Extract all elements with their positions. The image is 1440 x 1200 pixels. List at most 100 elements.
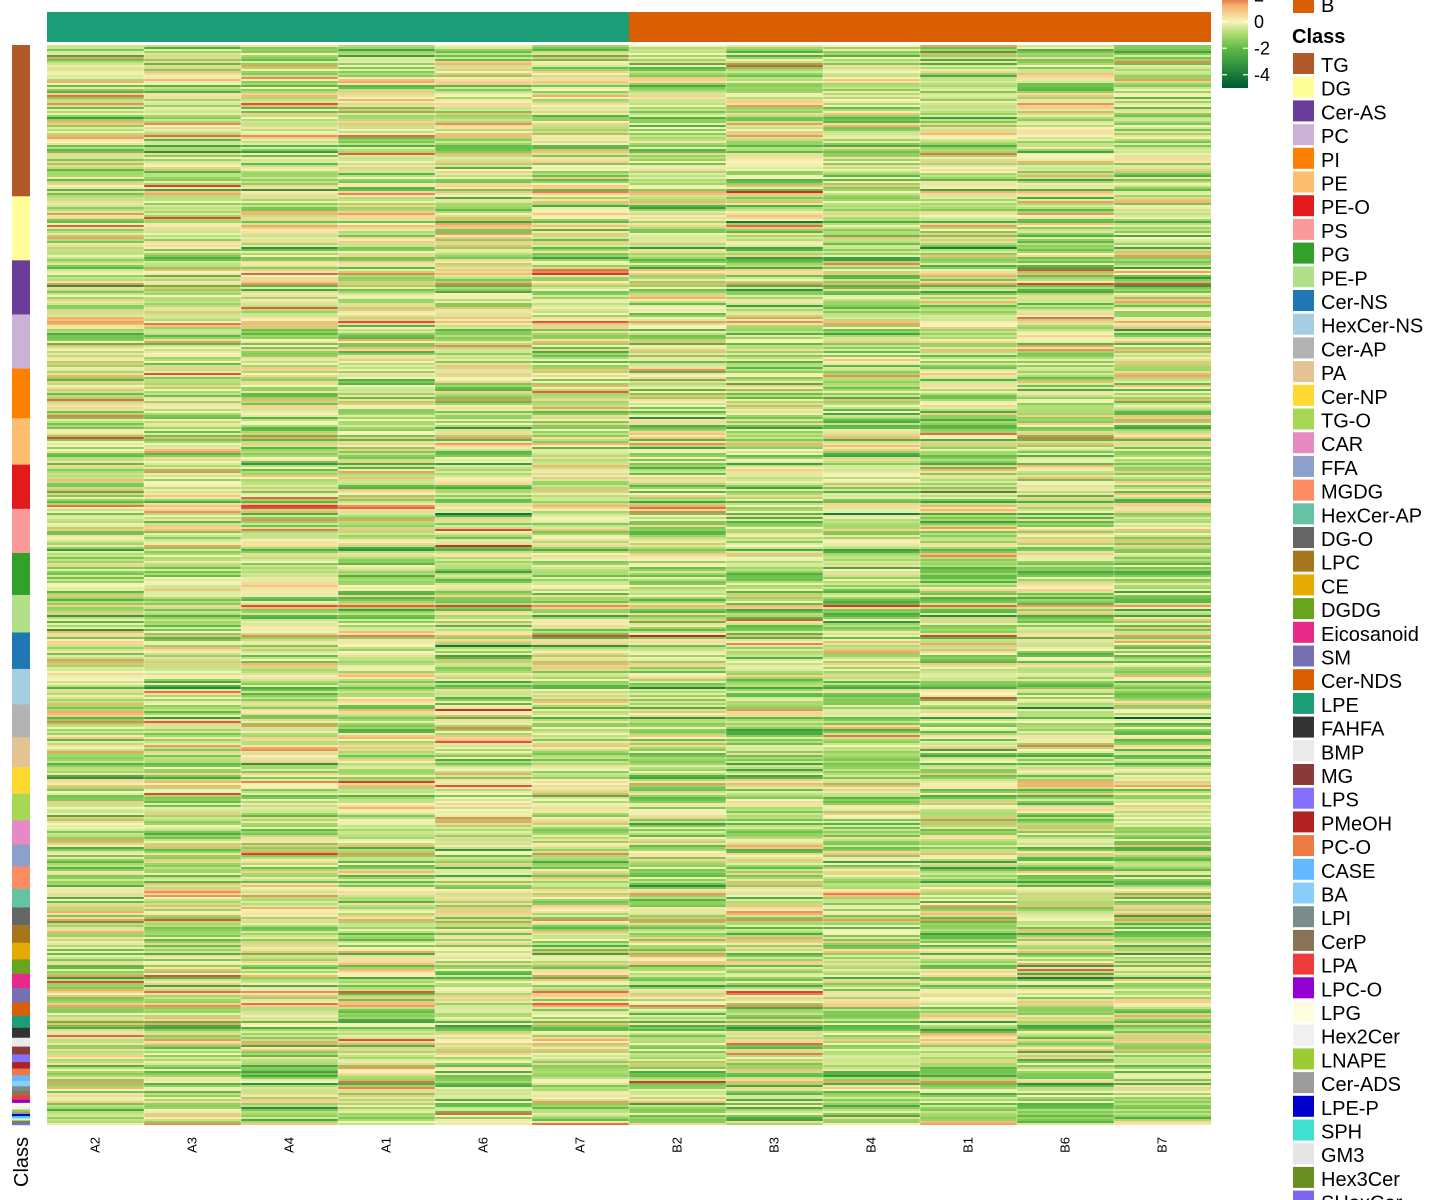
class-legend-swatch-lpi <box>1293 906 1314 928</box>
row-annot-fahfa <box>12 1027 30 1038</box>
class-legend-swatch-hexcer-ns <box>1293 313 1314 335</box>
class-legend-swatch-pe-o <box>1293 195 1314 217</box>
scale-tick-label: 0 <box>1254 12 1264 32</box>
column-label-b7: B7 <box>1155 1137 1170 1153</box>
heatmap-column-a2 <box>47 45 144 1125</box>
row-annot-cer-np <box>12 767 30 794</box>
class-legend-label-cerp: CerP <box>1321 932 1367 954</box>
class-legend-label-ce: CE <box>1321 576 1349 598</box>
row-annot-cer-nds <box>12 1002 30 1016</box>
class-legend-label-pa: PA <box>1321 363 1347 385</box>
class-legend-label-pg: PG <box>1321 245 1350 267</box>
class-legend-label-cer-nds: Cer-NDS <box>1321 671 1402 693</box>
class-legend-swatch-hexcer-ap <box>1293 503 1314 525</box>
class-legend-label-pc: PC <box>1321 126 1349 148</box>
class-legend-label-ffa: FFA <box>1321 458 1358 480</box>
scale-tick-label: -2 <box>1254 38 1270 58</box>
row-annot-dgdg <box>12 959 30 974</box>
class-legend-swatch-cer-ads <box>1293 1072 1314 1094</box>
row-annot-tg <box>12 45 30 197</box>
row-annot-hexcer-ap <box>12 888 30 908</box>
class-legend-swatch-sm <box>1293 645 1314 667</box>
class-legend-label-cer-ads: Cer-ADS <box>1321 1074 1401 1096</box>
row-annot-ce <box>12 942 30 960</box>
class-legend-label-pe-p: PE-P <box>1321 268 1368 290</box>
class-legend-swatch-lnape <box>1293 1048 1314 1070</box>
class-legend-swatch-tg <box>1293 53 1314 74</box>
class-legend-swatch-lpa <box>1293 953 1314 975</box>
column-label-b2: B2 <box>670 1137 685 1153</box>
class-legend-label-hexcer-ap: HexCer-AP <box>1321 505 1422 527</box>
row-annot-lpi <box>12 1086 30 1091</box>
row-annot-lpa <box>12 1095 30 1100</box>
class-legend-label-mg: MG <box>1321 766 1353 788</box>
row-annot-cer-ads <box>12 1111 30 1115</box>
class-legend-swatch-lps <box>1293 787 1314 809</box>
class-legend-swatch-pg <box>1293 242 1314 264</box>
heatmap-column-a1 <box>338 45 435 1125</box>
row-annot-sm <box>12 988 30 1003</box>
class-legend-swatch-ffa <box>1293 455 1314 477</box>
class-legend-label-hexcer-ns: HexCer-NS <box>1321 316 1423 338</box>
class-legend-swatch-ce <box>1293 574 1314 596</box>
class-legend-label-sph: SPH <box>1321 1122 1362 1144</box>
class-legend-label-lpi: LPI <box>1321 908 1351 930</box>
class-legend-swatch-dgdg <box>1293 598 1314 620</box>
row-annot-lnape <box>12 1109 30 1112</box>
class-legend-label-lpc: LPC <box>1321 553 1360 575</box>
class-legend-swatch-pa <box>1293 361 1314 383</box>
class-legend-label-tg-o: TG-O <box>1321 411 1371 433</box>
class-legend-swatch-cer-nds <box>1293 669 1314 691</box>
class-legend-label-lpe-p: LPE-P <box>1321 1098 1379 1120</box>
group-legend-label-b: B <box>1321 0 1334 17</box>
class-legend-swatch-eicosanoid <box>1293 621 1314 643</box>
class-legend-label-dg: DG <box>1321 79 1351 101</box>
class-legend-label-tg: TG <box>1321 55 1349 77</box>
scale-tick-label: 2 <box>1254 0 1264 5</box>
class-legend-swatch-pe <box>1293 171 1314 193</box>
row-annot-hex2cer <box>12 1106 30 1110</box>
class-legend-swatch-lpc-o <box>1293 977 1314 999</box>
class-legend-label-hex3cer: Hex3Cer <box>1321 1169 1400 1191</box>
row-annotation-title: Class <box>11 1137 33 1187</box>
class-legend-swatch-shexcer <box>1293 1190 1314 1200</box>
class-legend-label-cer-ns: Cer-NS <box>1321 292 1388 314</box>
row-annot-lps <box>12 1054 30 1063</box>
class-legend-label-dgdg: DGDG <box>1321 600 1381 622</box>
class-legend-label-cer-np: Cer-NP <box>1321 387 1388 409</box>
column-label-b1: B1 <box>961 1137 976 1153</box>
row-annot-pa <box>12 737 30 768</box>
class-legend-label-pc-o: PC-O <box>1321 837 1371 859</box>
class-legend-label-eicosanoid: Eicosanoid <box>1321 624 1419 646</box>
column-label-b4: B4 <box>864 1137 879 1153</box>
column-group-annotation <box>47 12 1211 42</box>
column-label-a1: A1 <box>379 1137 394 1153</box>
row-annot-ba <box>12 1080 30 1087</box>
class-legend-swatch-ba <box>1293 882 1314 904</box>
heatmap-column-b6 <box>1017 45 1114 1125</box>
class-legend-swatch-sph <box>1293 1119 1314 1141</box>
row-annot-eicosanoid <box>12 973 30 989</box>
group-bar-b <box>629 12 1211 42</box>
row-annot-pe <box>12 418 30 465</box>
class-legend-swatch-tg-o <box>1293 408 1314 430</box>
color-scale-legend: 2 0 -2 -4 <box>1222 0 1270 88</box>
class-legend-label-gm3: GM3 <box>1321 1145 1364 1167</box>
row-annot-hexcer-ns <box>12 668 30 705</box>
class-legend-label-car: CAR <box>1321 434 1363 456</box>
class-legend-swatch-pe-p <box>1293 266 1314 288</box>
class-legend-label-pi: PI <box>1321 150 1340 172</box>
class-legend-label-lnape: LNAPE <box>1321 1050 1387 1072</box>
class-legend-swatch-lpc <box>1293 550 1314 572</box>
column-label-b6: B6 <box>1058 1137 1073 1153</box>
row-annot-case <box>12 1075 30 1082</box>
class-legend-label-cer-ap: Cer-AP <box>1321 339 1387 361</box>
class-legend-swatch-pmeoh <box>1293 811 1314 833</box>
color-scale-bar <box>1222 0 1248 88</box>
row-annot-lpe <box>12 1015 30 1029</box>
class-legend-swatch-mg <box>1293 764 1314 785</box>
class-legend-label-lpg: LPG <box>1321 1003 1361 1025</box>
row-annot-sph <box>12 1116 30 1119</box>
class-legend-label-sm: SM <box>1321 648 1351 670</box>
